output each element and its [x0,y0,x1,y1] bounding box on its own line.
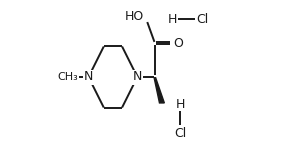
Text: O: O [173,37,183,50]
Text: Cl: Cl [196,12,208,26]
Text: HO: HO [125,10,144,23]
Polygon shape [154,78,164,103]
Text: N: N [133,71,142,83]
Text: H: H [176,98,185,111]
Text: CH₃: CH₃ [57,72,78,82]
Text: H: H [168,12,177,26]
Text: N: N [84,71,93,83]
Text: Cl: Cl [174,127,186,140]
